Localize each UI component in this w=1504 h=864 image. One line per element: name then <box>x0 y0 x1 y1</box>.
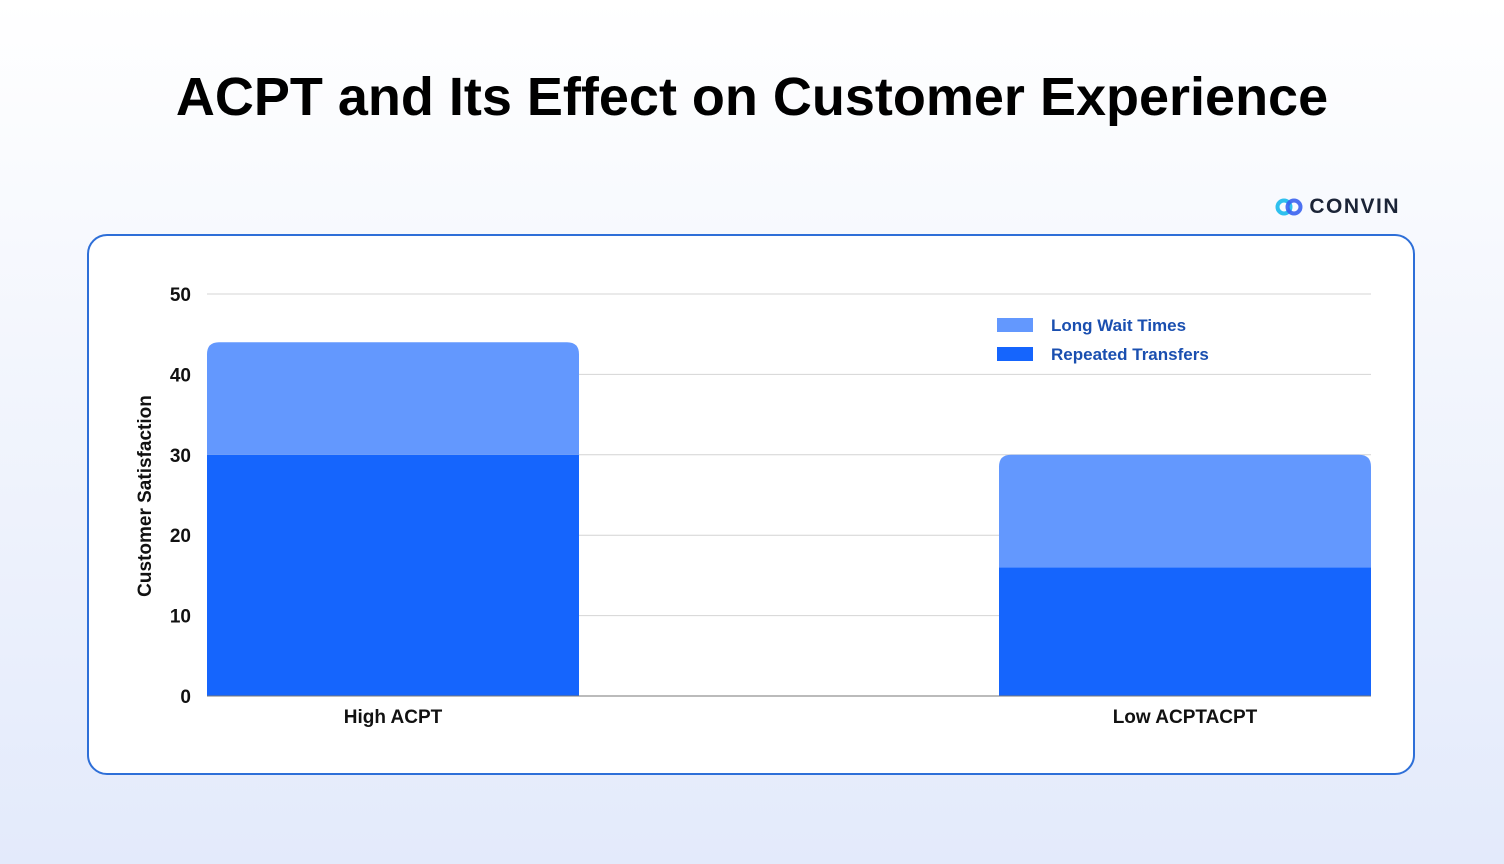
y-axis-title: Customer Satisfaction <box>135 395 156 597</box>
legend-swatch <box>997 318 1033 332</box>
y-tick-label: 0 <box>180 687 191 708</box>
x-category-label: Low ACPTACPT <box>1113 707 1258 728</box>
axes: 0 10 20 30 40 50 Customer Satisfaction High ACP… <box>135 285 1371 728</box>
bar-segment-long-wait-times <box>207 342 579 455</box>
y-tick-label: 10 <box>170 607 191 628</box>
legend-label: Repeated Transfers <box>1051 345 1209 364</box>
y-tick-label: 30 <box>170 446 191 467</box>
page-title: ACPT and Its Effect on Customer Experien… <box>175 67 1329 127</box>
bar-segment-repeated-transfers <box>207 454 579 696</box>
legend: Long Wait Times Repeated Transfers <box>997 316 1209 364</box>
legend-label: Long Wait Times <box>1051 316 1186 335</box>
bars <box>207 342 1371 696</box>
x-category-label: High ACPT <box>344 707 443 728</box>
bar-segment-repeated-transfers <box>999 567 1371 696</box>
brand-name: CONVIN <box>1309 195 1400 218</box>
y-tick-label: 20 <box>170 526 191 547</box>
y-tick-label: 50 <box>170 285 191 306</box>
chart: 0 10 20 30 40 50 Customer Satisfaction High ACP… <box>135 285 1371 728</box>
y-tick-label: 40 <box>170 365 191 386</box>
legend-swatch <box>997 347 1033 361</box>
bar-segment-long-wait-times <box>999 454 1371 568</box>
convin-logo-icon <box>1275 198 1303 216</box>
chart-card: 0 10 20 30 40 50 Customer Satisfaction High ACP… <box>87 234 1415 775</box>
brand-logo: CONVIN <box>1275 195 1400 219</box>
